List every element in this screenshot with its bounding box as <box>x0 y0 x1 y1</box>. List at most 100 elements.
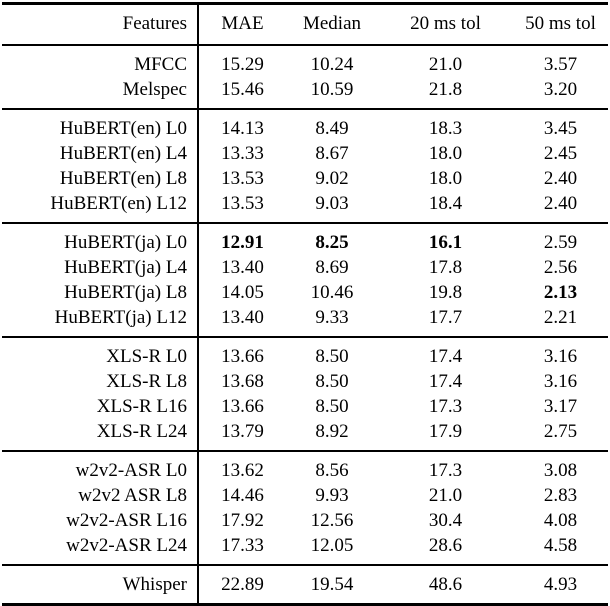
value-cell: 19.8 <box>428 282 463 303</box>
table-row: XLS-R L24 13.79 8.92 17.9 2.75 <box>2 419 608 451</box>
value-cell: 14.05 <box>221 282 264 303</box>
value-cell: 10.46 <box>310 282 354 303</box>
table-section: MFCC 15.29 10.24 21.0 3.57 Melspec 15.46 10.59 2… <box>2 45 608 109</box>
value-cell: 8.67 <box>315 143 349 164</box>
value-cell: 8.49 <box>315 118 349 139</box>
value-cell: 2.40 <box>543 193 578 214</box>
feature-cell: HuBERT(ja) L4 <box>2 255 199 280</box>
value-cell: 17.33 <box>221 535 264 556</box>
value-cell: 4.08 <box>543 510 578 531</box>
value-cell: 15.46 <box>221 79 264 100</box>
value-cell: 2.83 <box>543 485 578 506</box>
value-cell: 2.75 <box>543 421 578 442</box>
feature-cell: w2v2-ASR L16 <box>2 508 199 533</box>
value-cell: 8.92 <box>315 421 349 442</box>
value-cell: 13.40 <box>221 257 264 278</box>
value-cell: 17.4 <box>428 346 463 367</box>
value-cell: 18.4 <box>428 193 463 214</box>
value-cell: 4.58 <box>543 535 578 556</box>
value-cell: 8.25 <box>315 232 349 253</box>
value-cell: 18.0 <box>428 143 463 164</box>
value-cell: 10.59 <box>310 79 354 100</box>
value-cell: 16.1 <box>428 232 463 253</box>
value-cell: 18.0 <box>428 168 463 189</box>
value-cell: 13.66 <box>221 346 264 367</box>
value-cell: 8.69 <box>315 257 349 278</box>
feature-cell: w2v2-ASR L24 <box>2 533 199 565</box>
value-cell: 2.45 <box>543 143 578 164</box>
feature-cell: HuBERT(ja) L0 <box>2 223 199 255</box>
feature-cell: w2v2 ASR L8 <box>2 483 199 508</box>
value-cell: 3.45 <box>543 118 578 139</box>
feature-cell: HuBERT(ja) L12 <box>2 305 199 337</box>
table-row: w2v2-ASR L24 17.33 12.05 28.6 4.58 <box>2 533 608 565</box>
value-cell: 28.6 <box>428 535 463 556</box>
header-20ms-tol: 20 ms tol <box>378 3 513 46</box>
feature-cell: HuBERT(en) L0 <box>2 109 199 141</box>
table-row: HuBERT(en) L12 13.53 9.03 18.4 2.40 <box>2 191 608 223</box>
table-row: XLS-R L0 13.66 8.50 17.4 3.16 <box>2 337 608 369</box>
table-row: HuBERT(ja) L12 13.40 9.33 17.7 2.21 <box>2 305 608 337</box>
value-cell: 17.92 <box>221 510 264 531</box>
feature-cell: HuBERT(ja) L8 <box>2 280 199 305</box>
value-cell: 3.20 <box>543 79 578 100</box>
value-cell: 21.0 <box>428 54 463 75</box>
value-cell: 2.40 <box>543 168 578 189</box>
value-cell: 8.50 <box>315 371 349 392</box>
value-cell: 2.59 <box>543 232 578 253</box>
value-cell: 9.93 <box>315 485 349 506</box>
value-cell: 13.40 <box>221 307 264 328</box>
value-cell: 9.02 <box>315 168 349 189</box>
value-cell: 3.16 <box>543 346 578 367</box>
value-cell: 30.4 <box>428 510 463 531</box>
value-cell: 21.0 <box>428 485 463 506</box>
value-cell: 17.8 <box>428 257 463 278</box>
value-cell: 8.56 <box>315 460 349 481</box>
value-cell: 13.79 <box>221 421 264 442</box>
table-section: XLS-R L0 13.66 8.50 17.4 3.16 XLS-R L8 13.68 8.… <box>2 337 608 451</box>
feature-cell: XLS-R L8 <box>2 369 199 394</box>
value-cell: 18.3 <box>428 118 463 139</box>
table-row: HuBERT(en) L8 13.53 9.02 18.0 2.40 <box>2 166 608 191</box>
header-50ms-tol: 50 ms tol <box>513 3 608 46</box>
table-row: w2v2-ASR L0 13.62 8.56 17.3 3.08 <box>2 451 608 483</box>
feature-cell: Melspec <box>2 77 199 109</box>
value-cell: 21.8 <box>428 79 463 100</box>
table-row: Whisper 22.89 19.54 48.6 4.93 <box>2 565 608 605</box>
feature-cell: XLS-R L16 <box>2 394 199 419</box>
table-row: MFCC 15.29 10.24 21.0 3.57 <box>2 45 608 77</box>
value-cell: 3.57 <box>543 54 578 75</box>
value-cell: 17.3 <box>428 396 463 417</box>
value-cell: 15.29 <box>221 54 264 75</box>
table-section: HuBERT(en) L0 14.13 8.49 18.3 3.45 HuBERT(en)… <box>2 109 608 223</box>
feature-cell: Whisper <box>2 565 199 605</box>
feature-cell: MFCC <box>2 45 199 77</box>
table-section: w2v2-ASR L0 13.62 8.56 17.3 3.08 w2v2 ASR L8 1… <box>2 451 608 565</box>
value-cell: 13.53 <box>221 193 264 214</box>
value-cell: 12.91 <box>221 232 264 253</box>
table-section: Whisper 22.89 19.54 48.6 4.93 <box>2 565 608 605</box>
value-cell: 8.50 <box>315 396 349 417</box>
value-cell: 8.50 <box>315 346 349 367</box>
table-row: HuBERT(ja) L8 14.05 10.46 19.8 2.13 <box>2 280 608 305</box>
feature-cell: XLS-R L24 <box>2 419 199 451</box>
table-row: XLS-R L8 13.68 8.50 17.4 3.16 <box>2 369 608 394</box>
feature-cell: HuBERT(en) L8 <box>2 166 199 191</box>
value-cell: 12.56 <box>310 510 354 531</box>
table-header: Features MAE Median 20 ms tol 50 ms tol <box>2 3 608 46</box>
value-cell: 13.66 <box>221 396 264 417</box>
feature-cell: HuBERT(en) L4 <box>2 141 199 166</box>
header-row: Features MAE Median 20 ms tol 50 ms tol <box>2 3 608 46</box>
table-row: XLS-R L16 13.66 8.50 17.3 3.17 <box>2 394 608 419</box>
value-cell: 10.24 <box>310 54 354 75</box>
value-cell: 2.56 <box>543 257 578 278</box>
value-cell: 9.03 <box>315 193 349 214</box>
value-cell: 17.4 <box>428 371 463 392</box>
header-mae: MAE <box>198 3 286 46</box>
value-cell: 4.93 <box>543 574 578 595</box>
value-cell: 12.05 <box>310 535 354 556</box>
table-row: w2v2 ASR L8 14.46 9.93 21.0 2.83 <box>2 483 608 508</box>
value-cell: 17.7 <box>428 307 463 328</box>
